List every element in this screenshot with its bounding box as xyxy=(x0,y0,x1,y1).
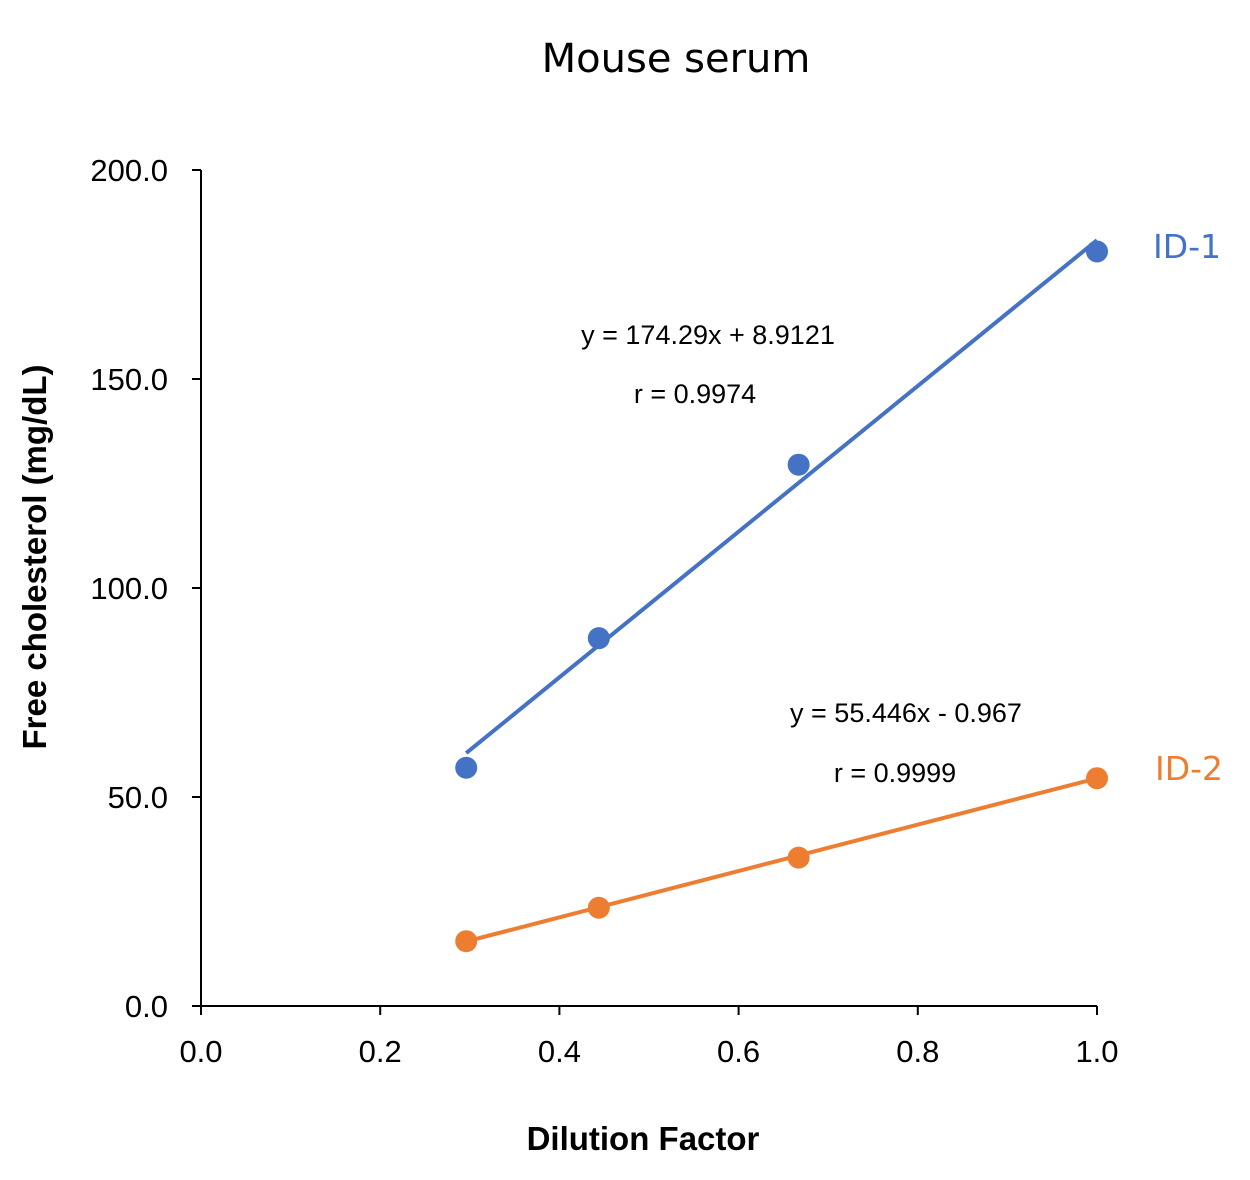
axes: 0.0 0.2 0.4 0.6 0.8 1.0 0.0 50.0 100.0 150.0 200.0 xyxy=(90,153,1118,1069)
data-point-id-1 xyxy=(455,756,478,779)
data-point-id-2 xyxy=(587,896,610,919)
correlation-id-2: r = 0.9999 xyxy=(834,758,956,788)
series-label-id-2: ID-2 xyxy=(1155,749,1223,788)
trendline-id-2 xyxy=(465,776,1098,944)
data-point-id-2 xyxy=(455,930,478,953)
trend-equation-id-1: y = 174.29x + 8.9121 xyxy=(581,320,835,350)
data-point-id-1 xyxy=(1086,240,1108,263)
data-points xyxy=(455,240,1108,953)
x-tick-label: 1.0 xyxy=(1075,1034,1118,1069)
correlation-id-1: r = 0.9974 xyxy=(634,379,756,409)
data-point-id-1 xyxy=(787,453,810,476)
annotations: y = 174.29x + 8.9121 r = 0.9974 ID-1 y = 55… xyxy=(581,227,1223,788)
x-tick-label: 0.6 xyxy=(717,1034,760,1069)
x-axis-label: Dilution Factor xyxy=(527,1120,760,1157)
y-tick-label: 100.0 xyxy=(90,571,168,606)
x-tick-label: 0.0 xyxy=(179,1034,222,1069)
trendlines xyxy=(464,238,1099,944)
y-tick-label: 50.0 xyxy=(108,780,168,815)
chart-title: Mouse serum xyxy=(542,36,811,82)
data-point-id-1 xyxy=(587,627,610,650)
y-tick-label: 200.0 xyxy=(90,153,168,188)
x-tick-label: 0.8 xyxy=(896,1034,939,1069)
trend-equation-id-2: y = 55.446x - 0.967 xyxy=(790,698,1022,728)
data-point-id-2 xyxy=(1086,767,1108,790)
x-tick-label: 0.4 xyxy=(538,1034,581,1069)
series-label-id-1: ID-1 xyxy=(1153,227,1221,266)
data-point-id-2 xyxy=(787,846,810,869)
y-axis-label: Free cholesterol (mg/dL) xyxy=(16,364,53,749)
y-tick-label: 150.0 xyxy=(90,362,168,397)
trendline-id-1 xyxy=(464,238,1099,755)
y-tick-label: 0.0 xyxy=(125,989,168,1024)
x-tick-label: 0.2 xyxy=(359,1034,402,1069)
